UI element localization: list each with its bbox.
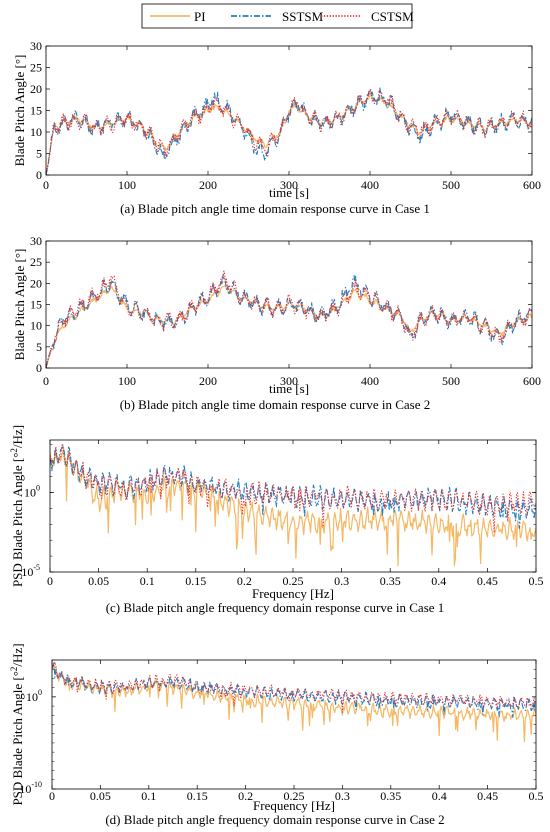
y-tick-label: 15 [30, 298, 42, 312]
x-tick-label: 0 [49, 789, 55, 803]
plot-area [46, 270, 532, 368]
y-tick-label: 30 [30, 39, 42, 53]
x-tick-label: 0 [43, 374, 49, 388]
x-tick-label: 600 [523, 374, 541, 388]
y-tick-label: 10-5 [21, 563, 40, 579]
x-tick-label: 0.35 [380, 789, 401, 803]
x-tick-label: 0.45 [477, 789, 498, 803]
x-tick-label: 300 [280, 374, 298, 388]
x-tick-label: 0.4 [431, 574, 446, 588]
x-tick-label: 0 [43, 178, 49, 192]
y-axis-label: PSD Blade Pitch Angle [°2/Hz] [9, 643, 25, 805]
chart-panel-d: 0 0.05 0.1 0.15 0.2 0.25 0.3 0.35 0.4 0.45 0.5 100 1… [9, 643, 544, 827]
x-tick-label: 0.45 [477, 574, 498, 588]
legend-label-sstsm: SSTSM [282, 9, 324, 24]
x-tick-label: 300 [280, 178, 298, 192]
y-axis-label: Blade Pitch Angle [°] [12, 249, 27, 361]
x-tick-label: 0.25 [283, 574, 304, 588]
x-tick-label: 100 [118, 178, 136, 192]
x-tick-label: 0.4 [432, 789, 447, 803]
x-axis-label: time [s] [269, 185, 309, 200]
series-line-cstsm [46, 88, 532, 175]
x-tick-label: 500 [442, 178, 460, 192]
x-tick-label: 200 [199, 374, 217, 388]
x-tick-label: 0.15 [187, 789, 208, 803]
y-tick-label: 25 [30, 61, 42, 75]
chart-panel-b: 0 100 200 300 400 500 600 0 5 10 15 20 25 30 time [s] B… [12, 234, 541, 412]
y-tick-label: 15 [30, 104, 42, 118]
x-tick-label: 0.2 [237, 574, 252, 588]
x-tick-label: 0 [47, 574, 53, 588]
panel-caption: (a) Blade pitch angle time domain respon… [120, 201, 430, 216]
y-tick-label: 0 [36, 361, 42, 375]
x-axis-label: Frequency [Hz] [253, 798, 335, 813]
panel-caption: (d) Blade pitch angle frequency domain r… [105, 812, 444, 827]
panel-caption: (c) Blade pitch angle frequency domain r… [106, 600, 445, 615]
x-tick-label: 0.1 [140, 574, 155, 588]
x-tick-label: 0.5 [529, 574, 544, 588]
x-tick-label: 0.05 [90, 789, 111, 803]
plot-area [50, 443, 536, 567]
axes-frame [51, 659, 537, 790]
y-tick-label: 10-10 [19, 780, 42, 796]
y-tick-label: 0 [36, 168, 42, 182]
x-tick-label: 0.2 [238, 789, 253, 803]
series-line-sstsm [46, 87, 532, 175]
y-tick-label: 30 [30, 234, 42, 248]
y-axis-label: Blade Pitch Angle [°] [12, 55, 27, 167]
panel-caption: (b) Blade pitch angle time domain respon… [120, 397, 430, 412]
x-axis-label: time [s] [269, 381, 309, 396]
x-tick-label: 0.3 [334, 574, 349, 588]
x-tick-label: 0.15 [185, 574, 206, 588]
y-axis-label: PSD Blade Pitch Angle [°2/Hz] [9, 425, 25, 587]
x-tick-label: 600 [523, 178, 541, 192]
x-axis-label: Frequency [Hz] [252, 586, 334, 601]
x-tick-label: 0.35 [380, 574, 401, 588]
x-tick-label: 500 [442, 374, 460, 388]
axes-frame [49, 439, 537, 573]
legend: PI SSTSM CSTSM [141, 3, 414, 29]
chart-panel-c: 0 0.05 0.1 0.15 0.2 0.25 0.3 0.35 0.4 0.45 0.5 100 1… [9, 425, 544, 615]
plot-area [52, 661, 536, 743]
chart-panel-a: 0 100 200 300 400 500 600 0 5 10 15 20 25 30 time [s] B… [12, 39, 541, 216]
y-tick-label: 20 [30, 276, 42, 290]
x-tick-label: 400 [361, 374, 379, 388]
x-tick-label: 0.5 [529, 789, 544, 803]
series-line-cstsm [46, 270, 532, 368]
x-tick-label: 0.1 [141, 789, 156, 803]
series-line-cstsm [52, 661, 536, 713]
legend-label-pi: PI [194, 9, 206, 24]
axes-frame [45, 240, 533, 369]
y-tick-label: 20 [30, 82, 42, 96]
x-tick-label: 200 [199, 178, 217, 192]
y-tick-label: 100 [24, 483, 40, 499]
series-line-pi [50, 447, 536, 567]
y-tick-label: 10 [30, 125, 42, 139]
legend-label-cstsm: CSTSM [371, 9, 414, 24]
y-tick-label: 5 [36, 340, 42, 354]
y-tick-label: 10 [30, 319, 42, 333]
x-tick-label: 400 [361, 178, 379, 192]
x-tick-label: 0.25 [284, 789, 305, 803]
x-tick-label: 0.3 [335, 789, 350, 803]
series-line-pi [46, 92, 532, 175]
x-tick-label: 0.05 [88, 574, 109, 588]
x-tick-label: 100 [118, 374, 136, 388]
series-line-sstsm [46, 273, 532, 368]
y-tick-label: 100 [26, 688, 42, 704]
y-tick-label: 5 [36, 147, 42, 161]
plot-area [46, 87, 532, 175]
series-line-pi [52, 665, 536, 743]
y-tick-label: 25 [30, 255, 42, 269]
